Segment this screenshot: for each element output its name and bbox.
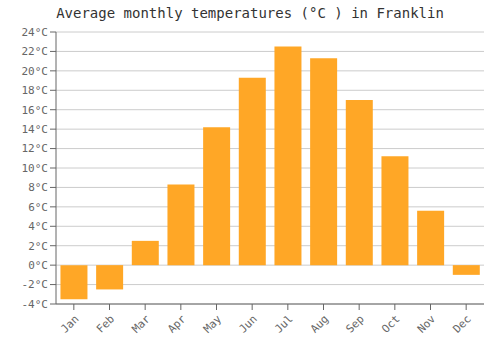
svg-text:22°C: 22°C [22, 45, 49, 58]
svg-text:Oct: Oct [379, 312, 402, 335]
svg-text:24°C: 24°C [22, 26, 49, 39]
svg-text:Dec: Dec [451, 312, 474, 335]
svg-text:10°C: 10°C [22, 162, 49, 175]
svg-text:-2°C: -2°C [22, 278, 49, 291]
svg-text:Jan: Jan [58, 312, 81, 335]
svg-text:8°C: 8°C [28, 181, 48, 194]
svg-text:Jul: Jul [272, 312, 295, 335]
svg-text:4°C: 4°C [28, 220, 48, 233]
svg-text:Jun: Jun [237, 312, 260, 335]
svg-text:18°C: 18°C [22, 84, 49, 97]
svg-text:16°C: 16°C [22, 104, 49, 117]
svg-text:2°C: 2°C [28, 240, 48, 253]
svg-text:-4°C: -4°C [22, 298, 49, 311]
html-text:Average monthly temperatures (: Average monthly temperatures (°C ) in Fr… [56, 5, 444, 21]
svg-text:14°C: 14°C [22, 123, 49, 136]
svg-text:6°C: 6°C [28, 201, 48, 214]
svg-text:Sep: Sep [344, 312, 367, 335]
svg-text:12°C: 12°C [22, 142, 49, 155]
svg-text:Apr: Apr [165, 312, 189, 336]
svg-text:Nov: Nov [415, 312, 439, 336]
svg-text:Mar: Mar [130, 312, 154, 336]
svg-text:Feb: Feb [94, 312, 117, 335]
svg-text:Aug: Aug [308, 312, 331, 335]
svg-text:20°C: 20°C [22, 65, 49, 78]
svg-text:0°C: 0°C [28, 259, 48, 272]
svg-text:May: May [201, 312, 225, 336]
